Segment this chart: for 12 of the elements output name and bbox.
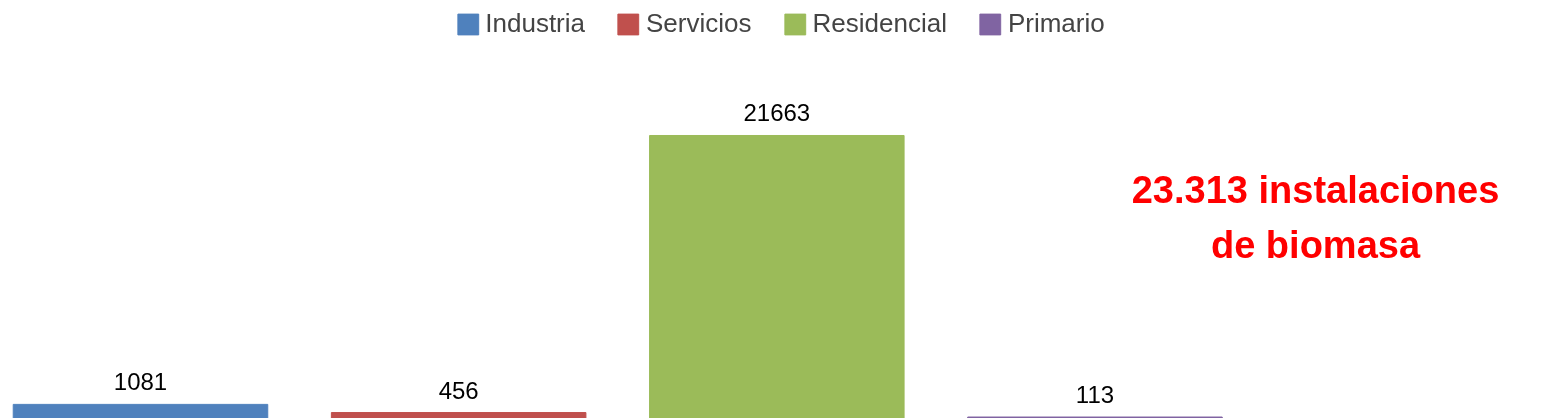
data-label: 456 — [438, 376, 479, 404]
legend-label: Servicios — [646, 8, 752, 39]
bar — [12, 403, 269, 418]
bar — [649, 134, 905, 418]
data-label: 21663 — [743, 99, 811, 127]
annotation: 23.313 instalaciones de biomasa — [1131, 168, 1500, 266]
legend-label: Residencial — [812, 8, 947, 39]
legend-label: Primario — [1007, 8, 1105, 39]
legend-label: Industria — [485, 8, 586, 39]
data-label: 113 — [1075, 381, 1115, 409]
data-label: 1081 — [113, 368, 168, 396]
bar — [330, 412, 587, 418]
